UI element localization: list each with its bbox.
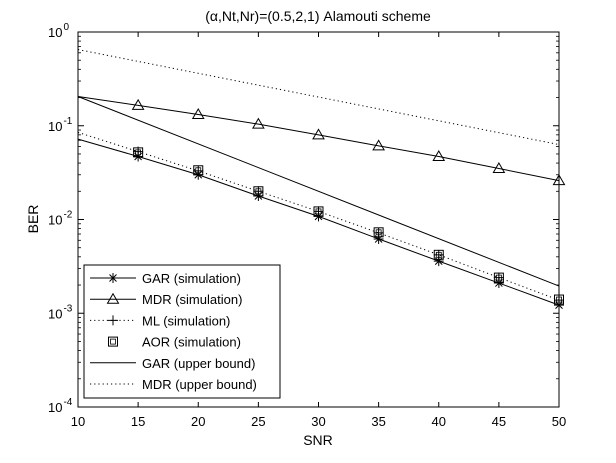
legend-label: MDR (simulation)	[142, 292, 242, 307]
series-2-point	[131, 98, 145, 110]
series-3-point	[313, 206, 324, 217]
series-4-point	[493, 272, 504, 283]
series-4-point-inner	[255, 188, 262, 195]
x-axis-label: SNR	[303, 432, 333, 448]
legend-label: AOR (simulation)	[142, 335, 241, 350]
x-tick-label: 25	[251, 414, 265, 429]
series-1-point	[493, 278, 504, 289]
legend: GAR (simulation) MDR (simulation) ML (simu…	[83, 264, 281, 399]
series-4-point-inner	[435, 251, 442, 258]
legend-entry: AOR (simulation)	[108, 335, 241, 350]
series-4-point	[193, 165, 204, 176]
y-tick-exponent: 0	[63, 22, 69, 33]
legend-label: ML (simulation)	[142, 313, 230, 328]
x-tick-label: 10	[71, 414, 85, 429]
legend-marker	[106, 292, 120, 304]
legend-label: GAR (simulation)	[142, 271, 241, 286]
legend-marker	[108, 315, 118, 326]
series-2-point	[492, 161, 506, 173]
series-4-point	[133, 147, 144, 158]
series-4-point-inner	[375, 229, 382, 236]
series-2-point	[252, 117, 265, 129]
series-2-point	[372, 139, 385, 151]
chart-title: (α,Nt,Nr)=(0.5,2,1) Alamouti scheme	[205, 8, 431, 24]
legend-entry: GAR (simulation)	[90, 271, 241, 286]
series-4-point-inner	[315, 208, 322, 215]
legend-marker	[108, 336, 118, 347]
y-tick-exponent: -2	[63, 210, 72, 221]
x-tick-label: 35	[371, 414, 385, 429]
series-1-point	[373, 233, 384, 244]
legend-marker-inner	[110, 338, 116, 345]
series-1-point	[433, 256, 444, 267]
y-tick-exponent: -1	[63, 116, 72, 127]
series-5-line	[77, 96, 560, 287]
series-3-point	[253, 186, 264, 197]
series-3-point	[433, 249, 444, 260]
legend-entry: MDR (upper bound)	[90, 377, 257, 392]
series-2-line	[77, 96, 560, 182]
series-2-point	[312, 128, 325, 140]
legend-entry: MDR (simulation)	[90, 292, 242, 307]
legend-entry: ML (simulation)	[90, 313, 230, 328]
legend-entry: GAR (upper bound)	[90, 356, 255, 371]
legend-label: GAR (upper bound)	[142, 356, 255, 371]
x-axis: 10 15 20 25 30 35 40 45 50	[71, 32, 566, 429]
y-axis-label: BER	[25, 205, 41, 234]
series-4-point-inner	[195, 167, 202, 174]
series-4-point	[253, 186, 264, 197]
x-tick-label: 20	[191, 414, 205, 429]
series-6	[77, 49, 560, 146]
x-tick-label: 30	[311, 414, 325, 429]
series-4-point-inner	[135, 149, 142, 156]
x-tick-label: 40	[432, 414, 446, 429]
series-4-point	[433, 249, 444, 260]
series-4-point	[373, 227, 384, 238]
x-tick-label: 50	[552, 414, 566, 429]
series-2-point	[191, 107, 205, 119]
x-tick-label: 15	[131, 414, 145, 429]
series-4-point-inner	[495, 274, 502, 281]
series-3-point	[493, 272, 504, 283]
y-tick-exponent: -3	[63, 303, 72, 314]
legend-box	[83, 264, 281, 399]
legend-marker	[108, 273, 118, 283]
x-tick-label: 45	[492, 414, 506, 429]
series-4-point	[313, 206, 324, 217]
legend-label: MDR (upper bound)	[142, 377, 257, 392]
series-2	[77, 96, 566, 186]
series-5	[77, 96, 560, 287]
series-2-point	[432, 149, 446, 161]
series-6-line	[77, 49, 560, 146]
y-tick-exponent: -4	[63, 397, 72, 408]
